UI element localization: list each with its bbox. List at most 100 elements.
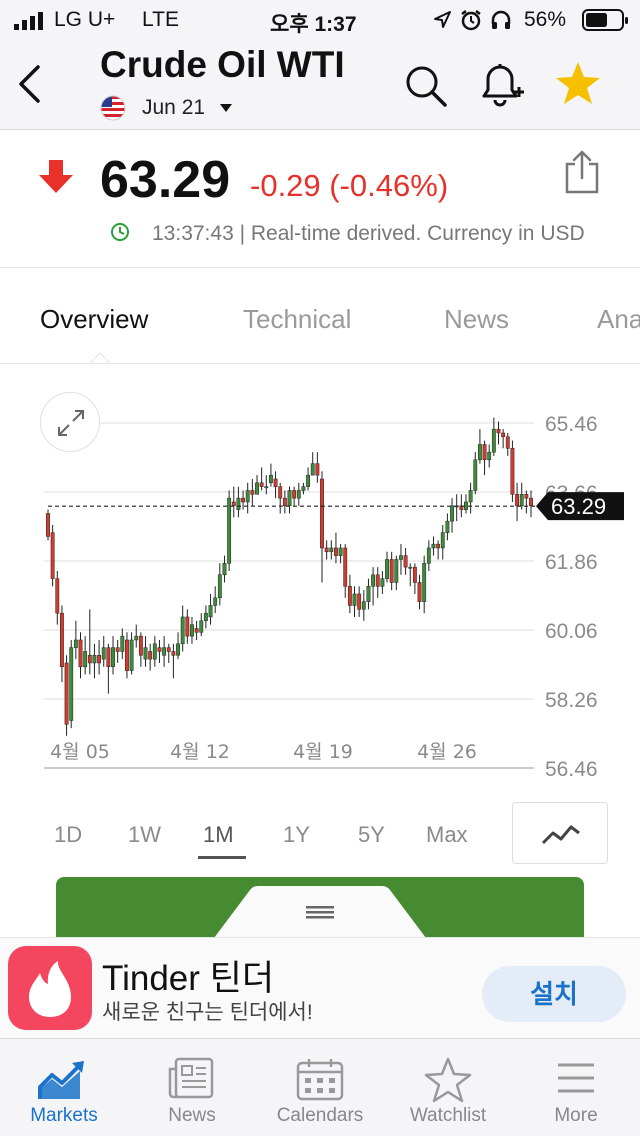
candle-body [380, 578, 385, 587]
candle-body [106, 647, 111, 668]
us-flag-icon [100, 95, 126, 121]
x-tick-label: 4월 19 [293, 741, 353, 763]
candle-body [529, 497, 533, 507]
candle-body [87, 655, 92, 664]
range-max[interactable]: Max [426, 822, 468, 847]
line-chart-toggle-icon [541, 825, 580, 845]
tab-technical[interactable]: Technical [243, 304, 352, 334]
tab-news[interactable]: News [444, 304, 510, 334]
range-1m[interactable]: 1M [203, 822, 234, 847]
ad-app-name: Tinder 틴더 [102, 959, 275, 998]
expand-icon [58, 410, 84, 436]
clock-icon [111, 223, 129, 241]
candle-body [69, 647, 74, 721]
candle-body [190, 624, 194, 637]
candle-body [408, 566, 413, 569]
candle-body [343, 547, 348, 587]
header-bar: Crude Oil WTI Jun 21 [0, 40, 640, 130]
candle-body [491, 428, 496, 453]
nav-watchlist-label: Watchlist [409, 1105, 487, 1126]
candle-body [361, 601, 366, 610]
candle-body [185, 616, 190, 637]
quote-note: | Real-time derived. Currency in USD [239, 222, 585, 245]
chevron-down-icon [220, 104, 233, 112]
range-1w[interactable]: 1W [128, 822, 161, 847]
y-tick-label: 58.26 [545, 689, 598, 712]
nav-calendars-label: Calendars [276, 1105, 364, 1126]
x-tick-label: 4월 26 [417, 741, 477, 763]
candle-body [148, 651, 153, 660]
star-outline-icon [424, 1057, 472, 1103]
candle-body [83, 651, 88, 668]
candle-body [412, 566, 417, 583]
candle-body [55, 578, 60, 614]
y-tick-label: 60.06 [545, 620, 598, 643]
candle-body [371, 574, 376, 587]
app-icon [8, 946, 92, 1030]
candle-body [259, 482, 264, 487]
candle-body [120, 635, 125, 652]
y-tick-label: 56.46 [545, 758, 598, 781]
tab-analysis[interactable]: Ana [597, 304, 640, 334]
candle-body [315, 463, 320, 476]
candle-body [171, 651, 176, 656]
candle-body [510, 448, 515, 495]
range-1d[interactable]: 1D [54, 822, 83, 847]
candle-body [385, 559, 389, 579]
range-1y[interactable]: 1Y [283, 822, 310, 847]
back-chevron-icon[interactable] [16, 64, 42, 104]
candle-body [50, 532, 55, 579]
candle-body [115, 647, 120, 652]
candle-body [394, 559, 399, 583]
carrier-label: LG U+ [54, 8, 116, 31]
share-icon[interactable] [562, 150, 602, 194]
bottom-nav: Markets News Calendars Watchlist More [0, 1038, 640, 1136]
candle-body [306, 474, 310, 487]
candle-body [227, 497, 232, 564]
candle-body [357, 593, 362, 610]
nav-watchlist[interactable]: Watchlist [384, 1039, 512, 1137]
candle-body [366, 586, 371, 602]
candle-body [92, 655, 97, 664]
nav-more[interactable]: More [512, 1039, 640, 1137]
nav-news[interactable]: News [128, 1039, 256, 1137]
candle-body [166, 647, 171, 652]
candle-body [524, 494, 529, 499]
nav-calendars[interactable]: Calendars [256, 1039, 384, 1137]
markets-chart-icon [38, 1061, 84, 1099]
candle-body [436, 543, 441, 549]
quote-panel: 63.29 -0.29 (-0.46%) 13:37:43 | Real-tim… [0, 130, 640, 268]
chart-type-button[interactable] [512, 802, 608, 864]
candle-body [101, 647, 106, 660]
tab-overview[interactable]: Overview [40, 304, 149, 334]
location-arrow-icon [434, 11, 451, 28]
nav-markets[interactable]: Markets [0, 1039, 128, 1137]
ad-banner[interactable]: Tinder 틴더 새로운 친구는 틴더에서! 설치 [0, 937, 640, 1038]
headphones-icon [491, 10, 511, 29]
drawer-tab[interactable] [214, 886, 426, 938]
bell-plus-icon[interactable] [478, 60, 526, 108]
install-button[interactable]: 설치 [482, 966, 626, 1022]
candle-body [417, 582, 422, 602]
search-icon[interactable] [404, 64, 448, 108]
candle-body [496, 428, 501, 434]
candle-body [208, 605, 213, 618]
range-5y[interactable]: 5Y [358, 822, 385, 847]
last-price-label: 63.29 [551, 494, 606, 519]
candle-body [199, 620, 204, 633]
x-tick-label: 4월 12 [170, 741, 230, 763]
contract-selector[interactable]: Jun 21 [100, 94, 233, 122]
candle-body [519, 494, 524, 507]
candle-body [389, 559, 394, 583]
expand-chart-button[interactable] [40, 392, 100, 452]
candle-body [264, 486, 269, 489]
candle-body [477, 444, 482, 461]
tinder-flame-icon [29, 961, 71, 1017]
y-tick-label: 65.46 [545, 413, 598, 436]
candle-body [352, 593, 357, 606]
x-tick-label: 4월 05 [50, 741, 110, 763]
price-down-arrow-icon [39, 160, 73, 193]
star-icon[interactable] [554, 60, 602, 108]
candle-body [292, 490, 297, 499]
